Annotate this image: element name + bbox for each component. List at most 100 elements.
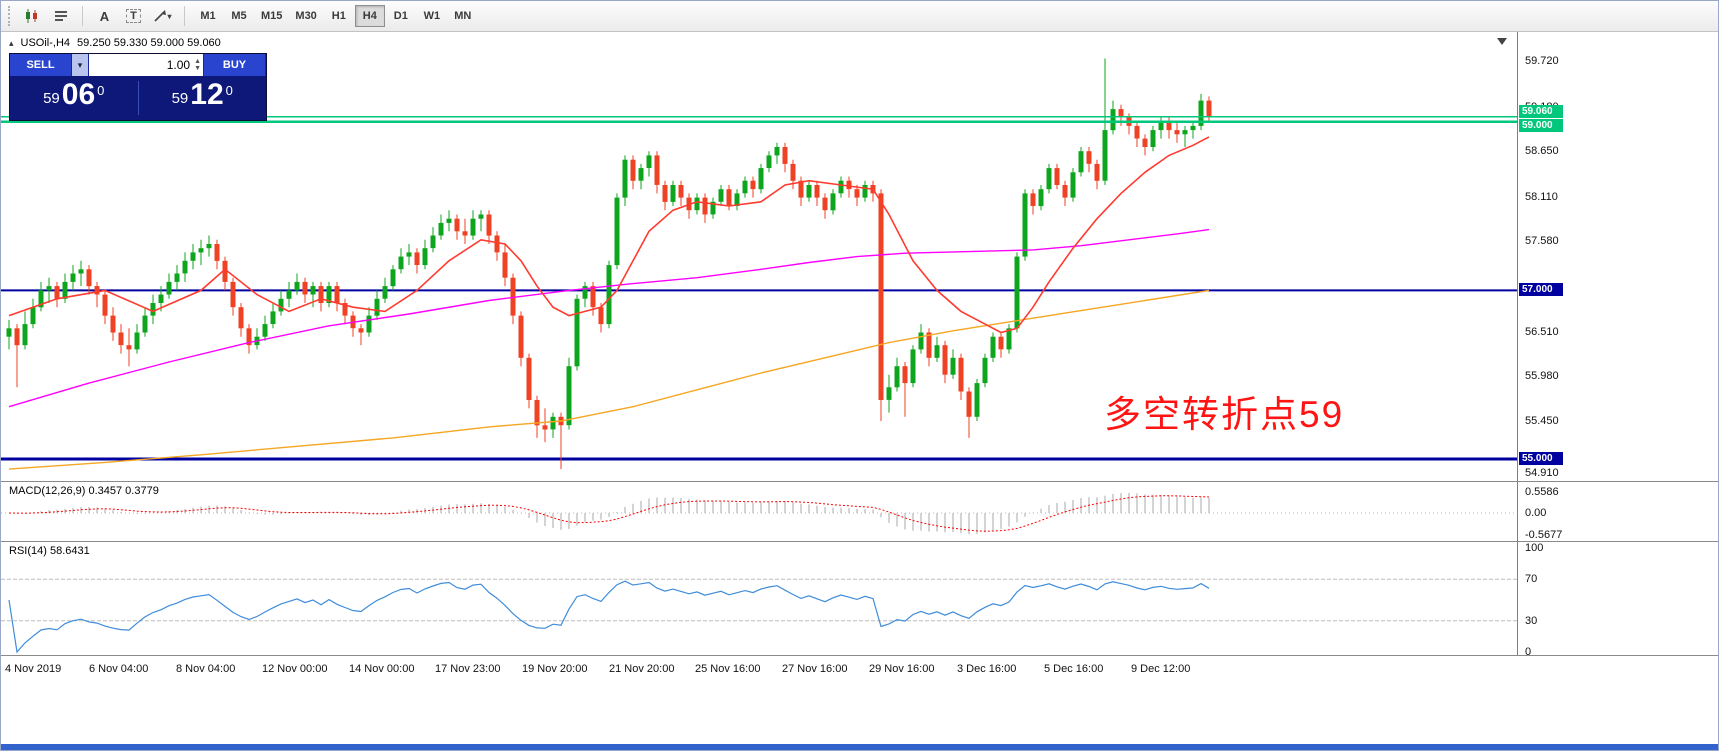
symbol-name: USOil-,H4 (20, 37, 71, 49)
candles-group (6, 58, 1212, 470)
insert-indicator-button[interactable] (18, 4, 45, 28)
time-axis-label: 9 Dec 12:00 (1131, 663, 1191, 675)
time-axis-label: 19 Nov 20:00 (522, 663, 588, 675)
price-tag-59.000: 59.000 (1519, 118, 1563, 132)
macd-axis[interactable]: 0.5586 0.00 -0.5677 (1517, 482, 1602, 542)
timeframe-group: M1 M5 M15 M30 H1 H4 D1 W1 MN (193, 5, 478, 27)
lot-size-input[interactable]: 1.00 ▲ ▼ (89, 54, 204, 76)
rsi-axis[interactable]: 100 70 30 0 (1517, 542, 1602, 658)
timeframe-button-m5[interactable]: M5 (231, 10, 247, 22)
rsi-axis-label: 30 (1525, 614, 1538, 627)
list-lines-icon (54, 11, 67, 21)
rsi-indicator-label: RSI(14) 58.6431 (9, 545, 90, 557)
time-axis-label: 12 Nov 00:00 (262, 663, 328, 675)
time-axis-label: 25 Nov 16:00 (695, 663, 761, 675)
rsi-chart-canvas[interactable] (1, 542, 1517, 656)
time-axis-label: 17 Nov 23:00 (435, 663, 501, 675)
one-click-trading-panel: SELL ▾ 1.00 ▲ ▼ BUY 59 06 0 59 12 0 (9, 53, 267, 121)
price-axis-label: 55.980 (1525, 370, 1559, 383)
draw-arrows-tool[interactable]: ▾ (149, 4, 176, 28)
macd-axis-label: 0.00 (1525, 507, 1547, 519)
spinner-up-icon[interactable]: ▲ (194, 58, 201, 65)
time-axis[interactable]: 4 Nov 2019 6 Nov 04:00 8 Nov 04:00 12 Nov 0… (1, 655, 1718, 679)
text-label-tool[interactable]: A (91, 4, 118, 28)
lot-spinner[interactable]: ▲ ▼ (194, 58, 201, 72)
price-chart-canvas[interactable] (1, 32, 1517, 481)
time-axis-label: 5 Dec 16:00 (1044, 663, 1104, 675)
time-axis-label: 14 Nov 00:00 (349, 663, 415, 675)
chevron-down-icon: ▾ (77, 59, 83, 70)
symbol-info-line: ▴ USOil-,H4 59.250 59.330 59.000 59.060 (9, 37, 221, 49)
trade-panel-prices: 59 06 0 59 12 0 (10, 76, 266, 120)
letter-t-icon: T (126, 9, 141, 23)
window-bottom-edge (1, 744, 1718, 750)
timeframe-button-m15[interactable]: M15 (261, 10, 283, 22)
rsi-axis-label: 100 (1525, 542, 1544, 554)
toolbar: A T ▾ M1 M5 M15 M30 H1 H4 D1 W1 MN (1, 1, 1718, 32)
trade-panel-controls: SELL ▾ 1.00 ▲ ▼ BUY (10, 54, 266, 76)
sell-button[interactable]: SELL (10, 54, 72, 76)
lot-value: 1.00 (166, 58, 191, 72)
timeframe-button-mn[interactable]: MN (454, 10, 472, 22)
toolbar-separator (184, 6, 185, 26)
collapse-trade-panel-icon[interactable]: ▴ (9, 37, 14, 48)
timeframe-button-h1[interactable]: H1 (331, 10, 346, 22)
rsi-axis-label: 70 (1525, 573, 1538, 586)
macd-chart-canvas[interactable] (1, 482, 1517, 542)
text-box-tool[interactable]: T (120, 4, 147, 28)
macd-panel: MACD(12,26,9) 0.3457 0.3779 0.5586 0.00 -0… (1, 481, 1718, 542)
price-axis-label: 57.580 (1525, 235, 1559, 248)
price-axis-label: 58.110 (1525, 190, 1558, 203)
spinner-down-icon[interactable]: ▼ (194, 65, 201, 72)
arrow-draw-icon (154, 10, 167, 22)
timeframe-button-m30[interactable]: M30 (295, 10, 317, 22)
macd-signal-line (8, 495, 1210, 532)
chart-annotation-text: 多空转折点59 (1104, 394, 1345, 435)
timeframe-button-h4[interactable]: H4 (354, 5, 385, 27)
macd-axis-label: 0.5586 (1525, 485, 1559, 498)
chart-shift-marker (1497, 38, 1507, 45)
price-axis-label: 55.450 (1525, 415, 1559, 428)
toolbar-separator (82, 6, 83, 26)
price-tag-59.060: 59.060 (1519, 104, 1563, 118)
chart-area[interactable]: ▴ USOil-,H4 59.250 59.330 59.000 59.060 … (1, 32, 1517, 481)
timeframe-button-d1[interactable]: D1 (393, 10, 408, 22)
price-axis-label: 59.720 (1525, 55, 1559, 67)
candlestick-chart-icon (25, 9, 37, 23)
letter-a-icon: A (99, 8, 110, 24)
price-axis-label: 58.650 (1525, 145, 1559, 158)
price-axis-label: 56.510 (1525, 325, 1559, 338)
trade-options-dropdown[interactable]: ▾ (72, 54, 89, 76)
price-tag-55.000: 55.000 (1519, 451, 1563, 465)
rsi-axis-label: 0 (1525, 646, 1532, 658)
macd-axis-label: -0.5677 (1525, 528, 1563, 541)
time-axis-label: 21 Nov 20:00 (609, 663, 675, 675)
timeframe-button-m1[interactable]: M1 (200, 10, 216, 22)
price-axis[interactable]: 59.72059.18058.65058.11057.58056.51055.9… (1517, 32, 1602, 481)
macd-histogram (16, 492, 1210, 535)
rsi-line (8, 580, 1210, 654)
buy-price-display[interactable]: 59 12 0 (171, 78, 233, 111)
toolbar-grip[interactable] (8, 6, 13, 26)
price-tag-57.000: 57.000 (1519, 283, 1563, 297)
time-axis-label: 3 Dec 16:00 (957, 663, 1017, 675)
timeframe-button-w1[interactable]: W1 (423, 10, 441, 22)
time-axis-label: 4 Nov 2019 (5, 663, 62, 675)
price-axis-label: 54.910 (1525, 466, 1559, 479)
ma-orange (8, 289, 1210, 470)
ma-red (8, 136, 1210, 334)
sell-price-display[interactable]: 59 06 0 (43, 78, 105, 111)
time-axis-label: 8 Nov 04:00 (176, 663, 236, 675)
chevron-down-icon: ▾ (167, 11, 172, 21)
time-axis-label: 6 Nov 04:00 (89, 663, 149, 675)
time-axis-label: 27 Nov 16:00 (782, 663, 848, 675)
ohlc-values: 59.250 59.330 59.000 59.060 (77, 37, 221, 49)
price-divider (137, 81, 139, 115)
ma-magenta (8, 228, 1210, 408)
buy-button[interactable]: BUY (204, 54, 266, 76)
time-axis-label: 29 Nov 16:00 (869, 663, 935, 675)
rsi-panel: RSI(14) 58.6431 100 70 30 0 (1, 541, 1718, 658)
objects-list-button[interactable] (47, 4, 74, 28)
macd-indicator-label: MACD(12,26,9) 0.3457 0.3779 (9, 485, 159, 497)
